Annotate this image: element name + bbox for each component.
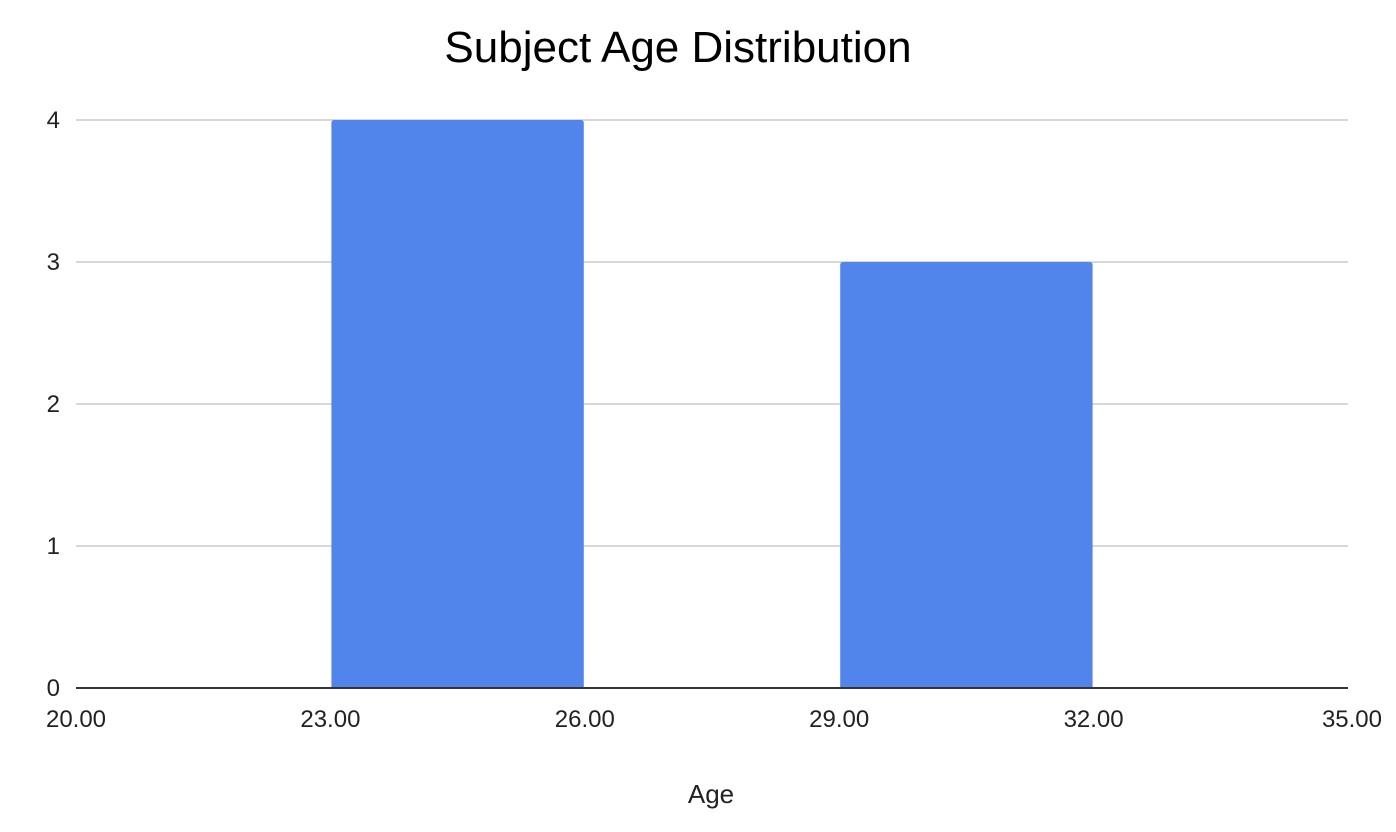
y-tick-label: 1 — [47, 533, 60, 560]
x-axis-ticks: 20.00 23.00 26.00 29.00 32.00 35.00 — [46, 706, 1382, 733]
x-tick-label: 29.00 — [809, 706, 869, 733]
x-tick-label: 32.00 — [1064, 706, 1124, 733]
x-tick-label: 35.00 — [1322, 706, 1382, 733]
histogram-bar — [331, 120, 584, 688]
histogram-bar — [840, 262, 1093, 688]
bars — [331, 120, 1093, 688]
y-axis-ticks: 0 1 2 3 4 — [47, 107, 60, 702]
x-axis-title: Age — [688, 779, 734, 809]
chart-title: Subject Age Distribution — [444, 23, 911, 72]
y-tick-label: 2 — [47, 391, 60, 418]
y-tick-label: 4 — [47, 107, 60, 134]
x-tick-label: 20.00 — [46, 706, 106, 733]
y-tick-label: 0 — [47, 675, 60, 702]
x-tick-label: 23.00 — [300, 706, 360, 733]
x-tick-label: 26.00 — [555, 706, 615, 733]
gridlines — [76, 119, 1348, 547]
y-tick-label: 3 — [47, 249, 60, 276]
